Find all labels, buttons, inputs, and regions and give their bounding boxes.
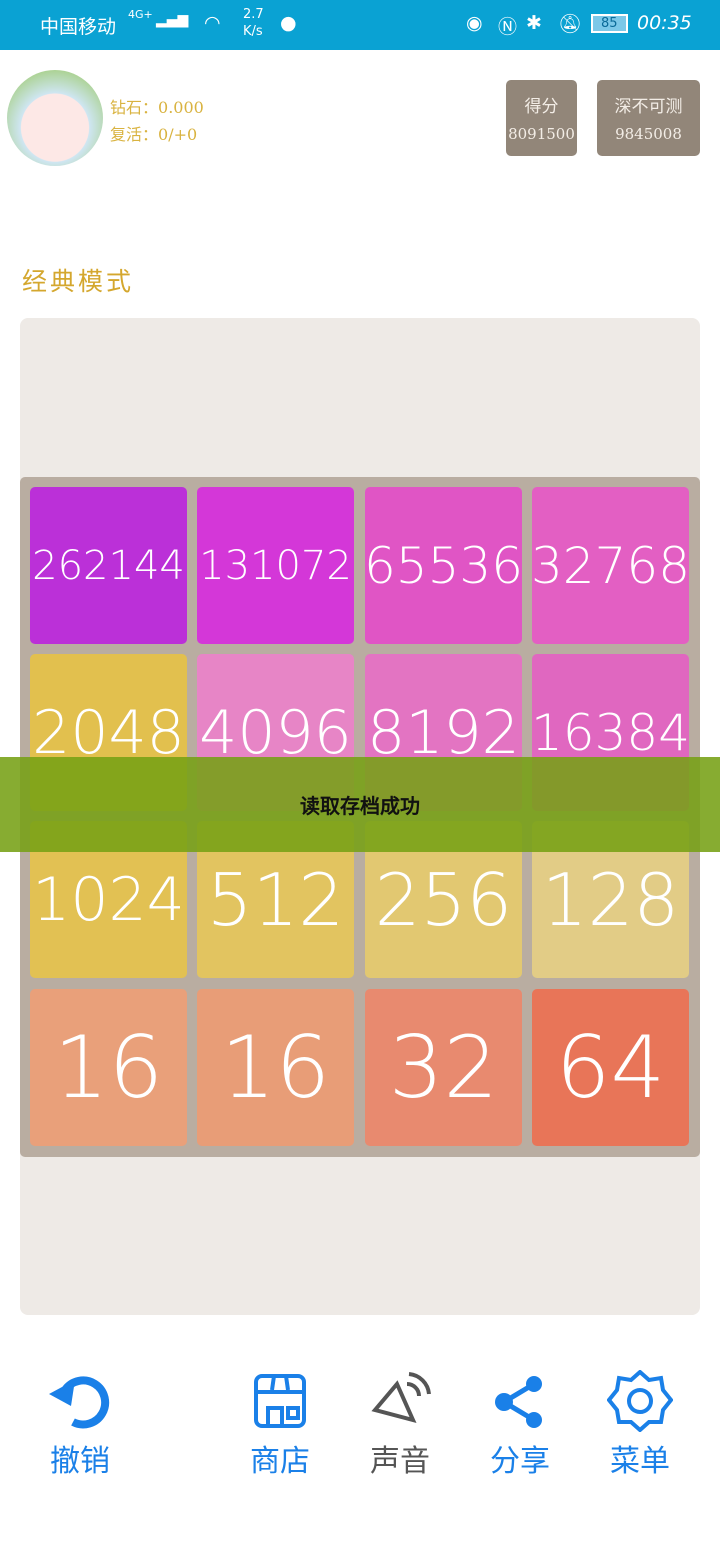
diamond-label: 钻石： — [110, 98, 159, 117]
clock: 00:35 — [637, 12, 692, 34]
carrier: 中国移动 — [40, 16, 117, 38]
tile-64: 64 — [532, 989, 689, 1146]
eye-icon: ◉ — [466, 12, 483, 34]
network-type: 4G+ — [128, 8, 153, 21]
undo-label: 撤销 — [50, 1444, 110, 1479]
revive-stat: 复活：0/+0 — [110, 121, 197, 145]
best-box: 深不可测 9845008 — [597, 80, 700, 156]
tile-65536: 65536 — [364, 487, 523, 644]
menu-label: 菜单 — [610, 1444, 670, 1479]
score-box: 得分 8091500 — [506, 80, 577, 156]
undo-button[interactable]: 撤销 — [30, 1370, 130, 1480]
share-label: 分享 — [490, 1444, 550, 1479]
shop-label: 商店 — [250, 1444, 310, 1479]
speaker-icon — [371, 1372, 431, 1423]
score-label: 得分 — [524, 97, 559, 117]
tile-131072: 131072 — [197, 487, 354, 644]
bluetooth-icon: ✱ — [526, 12, 542, 34]
share-button[interactable]: 分享 — [470, 1370, 570, 1480]
revive-value: 0/+0 — [158, 125, 198, 144]
tile-32: 32 — [365, 989, 522, 1146]
avatar[interactable] — [7, 70, 103, 166]
tile-16: 16 — [30, 989, 187, 1146]
signal-icon: ▂▄▆ — [156, 12, 189, 28]
tile-262144: 262144 — [30, 487, 187, 644]
toast: 读取存档成功 — [0, 757, 720, 852]
diamond-stat: 钻石：0.000 — [110, 94, 204, 118]
shop-button[interactable]: 商店 — [230, 1370, 330, 1480]
revive-label: 复活： — [110, 125, 159, 144]
diamond-value: 0.000 — [158, 98, 204, 117]
best-value: 9845008 — [615, 125, 682, 143]
wifi-icon: ◠ — [204, 12, 221, 34]
tile-32768: 32768 — [531, 487, 690, 644]
tile-16: 16 — [197, 989, 354, 1146]
sound-button[interactable]: 声音 — [350, 1370, 450, 1480]
nfc-icon: Ⓝ — [498, 16, 518, 38]
mode-title: 经典模式 — [22, 267, 135, 296]
battery-indicator: 85 — [591, 14, 628, 33]
share-icon — [495, 1376, 542, 1428]
score-value: 8091500 — [508, 125, 575, 143]
gear-icon — [607, 1370, 673, 1432]
status-bar: 中国移动 4G+ ▂▄▆ ◠ 2.7 K/s ● ◉ Ⓝ ✱ 🔕︎ 85 00:… — [0, 0, 720, 50]
sound-label: 声音 — [370, 1444, 430, 1479]
best-label: 深不可测 — [614, 97, 683, 117]
qq-icon: ● — [280, 12, 297, 34]
mute-icon: 🔕︎ — [558, 13, 583, 35]
shop-icon — [254, 1374, 306, 1428]
net-speed: 2.7 K/s — [243, 7, 264, 39]
menu-button[interactable]: 菜单 — [590, 1370, 690, 1480]
toast-text: 读取存档成功 — [300, 794, 420, 818]
undo-icon — [49, 1376, 110, 1429]
